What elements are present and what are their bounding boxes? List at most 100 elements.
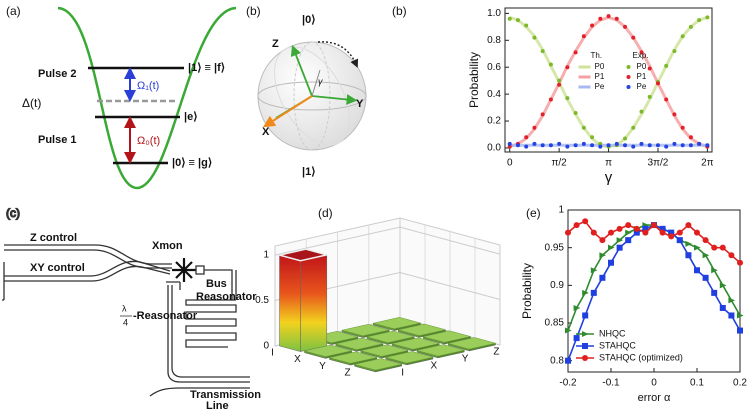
marker [590, 143, 595, 148]
marker [655, 81, 660, 86]
marker [540, 143, 545, 148]
marker [737, 312, 744, 319]
marker [688, 24, 693, 29]
x-tick-label: 0 [651, 378, 657, 389]
marker [608, 229, 614, 236]
x-tick-label: -0.1 [602, 378, 620, 389]
bar [335, 337, 384, 352]
bar-face-top [329, 351, 377, 364]
pulse1-label: Pulse 1 [38, 134, 77, 146]
bar-face-top [416, 344, 465, 357]
marker [694, 267, 700, 274]
marker [647, 94, 652, 99]
marker [719, 304, 726, 311]
marker [598, 144, 603, 149]
marker [524, 23, 529, 28]
marker [639, 109, 644, 114]
bloch-sphere: (b) |0⟩ |1⟩ Z X Y γ [246, 4, 367, 178]
marker [626, 85, 631, 89]
ground-line [2, 262, 5, 301]
bar-face-top [279, 248, 327, 262]
bar-face-top [366, 330, 415, 343]
potential-well [57, 6, 237, 190]
bar-face-top [398, 323, 446, 336]
bar-face-top [423, 330, 471, 343]
z-axis [290, 44, 313, 97]
marker [694, 229, 700, 236]
bus-label: Bus [206, 278, 227, 290]
marker [728, 312, 735, 319]
xmon-label: Xmon [152, 240, 183, 252]
marker [573, 222, 580, 229]
marker [548, 97, 553, 102]
marker [573, 110, 578, 115]
bar-face-right [300, 254, 328, 352]
marker [685, 222, 692, 229]
marker [672, 49, 677, 54]
bar-face-top [373, 317, 421, 330]
delta-label: Δ(t) [22, 96, 41, 110]
marker [705, 15, 710, 20]
rotation-arc [317, 41, 359, 68]
marker [507, 141, 512, 146]
marker [711, 289, 718, 296]
y-tick-label: 0.6 [487, 62, 501, 73]
fraction-denominator: 4 [123, 317, 128, 327]
marker [676, 237, 683, 244]
marker [688, 143, 693, 148]
axis-label: I [401, 367, 404, 378]
panel-a: (a) Pulse 2 Pulse 1 Δ(t) Ω₁(t) Ω₀(t) |1⟩… [6, 4, 237, 190]
bar-face-left [279, 254, 301, 352]
bar [391, 337, 440, 352]
axis-label: Z [493, 346, 499, 357]
legend-label: NHQC [599, 328, 626, 338]
y-tick-label: 0.85 [545, 318, 565, 329]
marker [581, 141, 586, 146]
series-line [509, 15, 708, 149]
z-tick-label: 1 [263, 250, 269, 261]
x-tick-label: 0.2 [733, 378, 747, 389]
legend-title: Th. [591, 51, 603, 60]
marker [582, 312, 589, 319]
marker [672, 112, 677, 117]
y-axis [311, 94, 358, 105]
marker [664, 97, 669, 102]
y-label: Y [356, 98, 364, 110]
y-tick-label: 0.8 [550, 355, 564, 366]
marker [625, 229, 632, 236]
y-tick-label: 0.2 [487, 116, 501, 127]
fraction-numerator: λ [122, 303, 127, 313]
bar [360, 344, 409, 359]
x-label: X [262, 126, 270, 138]
bar [304, 344, 353, 359]
panel-c: (c) [2, 206, 250, 397]
marker [623, 24, 628, 29]
marker [702, 237, 709, 244]
bar-face-top [354, 358, 402, 371]
xy-line [4, 260, 171, 277]
marker [557, 141, 562, 146]
marker [565, 96, 570, 101]
legend-label: P0 [637, 62, 647, 71]
marker [711, 244, 718, 251]
marker [719, 282, 727, 289]
marker [557, 82, 562, 87]
x-tick-label: π/2 [552, 158, 568, 169]
line-label: Line [206, 400, 229, 412]
y-tick-label: 0.8 [487, 35, 501, 46]
marker [702, 252, 710, 259]
panel-label: (a) [6, 4, 21, 18]
y-tick-label: 1 [558, 205, 564, 216]
z-control-label: Z control [30, 232, 77, 244]
marker [573, 335, 580, 342]
z-label: Z [272, 38, 279, 50]
quarter-resonator [166, 281, 250, 383]
marker [655, 143, 660, 148]
marker [581, 34, 586, 39]
bar-face-top [448, 337, 496, 350]
bus-resonator-label: Reasonator [196, 291, 257, 303]
bar [373, 317, 421, 331]
x-tick-label: π [605, 158, 612, 169]
bar [385, 351, 434, 366]
south-label: |1⟩ [302, 166, 316, 178]
